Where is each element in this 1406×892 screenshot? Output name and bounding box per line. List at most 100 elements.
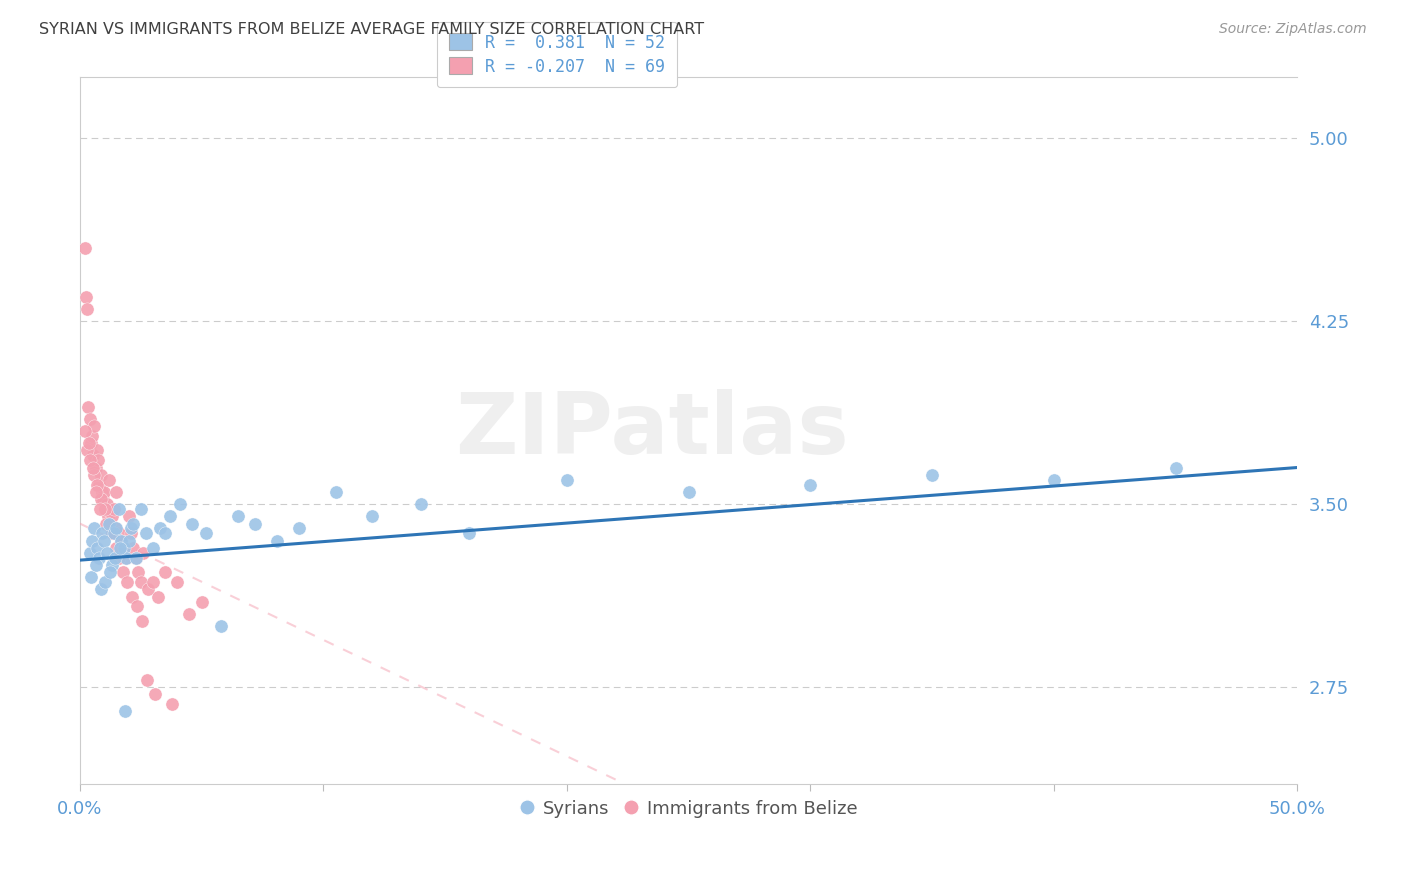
- Point: [104, 521, 127, 535]
- Point: [117, 575, 139, 590]
- Point: [91, 492, 114, 507]
- Point: [79, 411, 101, 425]
- Point: [121, 590, 143, 604]
- Point: [129, 575, 152, 590]
- Point: [86, 443, 108, 458]
- Point: [82, 460, 104, 475]
- Point: [179, 607, 201, 621]
- Point: [90, 582, 112, 597]
- Point: [86, 484, 108, 499]
- Point: [112, 541, 135, 555]
- Point: [180, 516, 202, 531]
- Point: [103, 502, 125, 516]
- Point: [83, 467, 105, 482]
- Point: [110, 533, 132, 548]
- Point: [86, 477, 108, 491]
- Point: [83, 419, 105, 434]
- Point: [131, 614, 153, 628]
- Point: [108, 502, 131, 516]
- Point: [90, 467, 112, 482]
- Point: [153, 526, 176, 541]
- Point: [921, 467, 943, 482]
- Point: [125, 550, 148, 565]
- Point: [98, 516, 121, 531]
- Point: [96, 497, 118, 511]
- Point: [143, 687, 166, 701]
- Point: [80, 436, 103, 450]
- Point: [209, 619, 232, 633]
- Point: [104, 550, 127, 565]
- Point: [117, 533, 139, 548]
- Point: [115, 550, 138, 565]
- Point: [94, 502, 117, 516]
- Point: [458, 526, 481, 541]
- Point: [76, 301, 98, 316]
- Point: [108, 550, 131, 565]
- Point: [96, 546, 118, 560]
- Point: [82, 448, 104, 462]
- Legend: Syrians, Immigrants from Belize: Syrians, Immigrants from Belize: [512, 792, 865, 825]
- Point: [84, 558, 107, 572]
- Point: [80, 570, 103, 584]
- Point: [132, 546, 155, 560]
- Text: Source: ZipAtlas.com: Source: ZipAtlas.com: [1219, 22, 1367, 37]
- Point: [93, 484, 115, 499]
- Point: [799, 477, 821, 491]
- Point: [127, 599, 149, 614]
- Point: [226, 509, 249, 524]
- Point: [122, 541, 145, 555]
- Point: [136, 582, 159, 597]
- Point: [97, 516, 120, 531]
- Point: [77, 400, 100, 414]
- Point: [108, 541, 131, 555]
- Point: [75, 290, 97, 304]
- Point: [96, 516, 118, 531]
- Point: [112, 566, 135, 580]
- Point: [127, 566, 149, 580]
- Point: [77, 436, 100, 450]
- Point: [1043, 473, 1066, 487]
- Point: [169, 497, 191, 511]
- Point: [98, 566, 121, 580]
- Point: [80, 533, 103, 548]
- Point: [146, 590, 169, 604]
- Point: [115, 550, 138, 565]
- Point: [409, 497, 432, 511]
- Point: [159, 509, 181, 524]
- Point: [135, 673, 157, 687]
- Point: [555, 473, 578, 487]
- Point: [98, 473, 121, 487]
- Point: [89, 477, 111, 491]
- Point: [84, 460, 107, 475]
- Point: [79, 453, 101, 467]
- Point: [90, 492, 112, 507]
- Point: [79, 546, 101, 560]
- Point: [93, 533, 115, 548]
- Point: [105, 521, 128, 535]
- Point: [87, 453, 110, 467]
- Point: [76, 443, 98, 458]
- Point: [90, 484, 112, 499]
- Point: [1164, 460, 1187, 475]
- Point: [89, 550, 111, 565]
- Point: [90, 526, 112, 541]
- Point: [103, 526, 125, 541]
- Point: [117, 509, 139, 524]
- Point: [97, 509, 120, 524]
- Point: [325, 484, 347, 499]
- Point: [89, 502, 111, 516]
- Text: ZIPatlas: ZIPatlas: [456, 390, 849, 473]
- Point: [190, 594, 212, 608]
- Point: [142, 575, 165, 590]
- Point: [100, 558, 122, 572]
- Point: [100, 509, 122, 524]
- Point: [120, 526, 142, 541]
- Point: [108, 526, 131, 541]
- Point: [122, 516, 145, 531]
- Point: [114, 704, 136, 718]
- Point: [105, 484, 128, 499]
- Point: [80, 429, 103, 443]
- Point: [94, 575, 117, 590]
- Text: SYRIAN VS IMMIGRANTS FROM BELIZE AVERAGE FAMILY SIZE CORRELATION CHART: SYRIAN VS IMMIGRANTS FROM BELIZE AVERAGE…: [39, 22, 704, 37]
- Point: [125, 550, 148, 565]
